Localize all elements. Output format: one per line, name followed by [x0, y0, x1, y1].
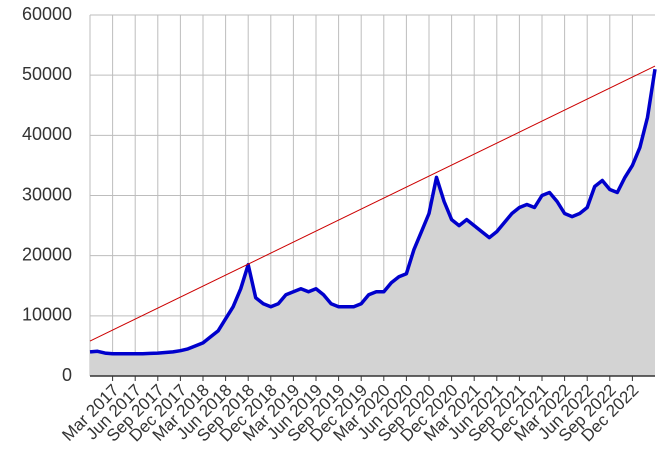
line	[89, 65, 656, 342]
area	[90, 69, 655, 376]
y-tick-label: 50000	[22, 64, 72, 84]
y-tick-label: 30000	[22, 184, 72, 204]
y-tick-label: 10000	[22, 305, 72, 325]
y-tick-label: 0	[62, 365, 72, 385]
y-tick-label: 40000	[22, 124, 72, 144]
y-tick-label: 20000	[22, 244, 72, 264]
line	[89, 68, 657, 356]
y-tick-label: 60000	[22, 4, 72, 24]
